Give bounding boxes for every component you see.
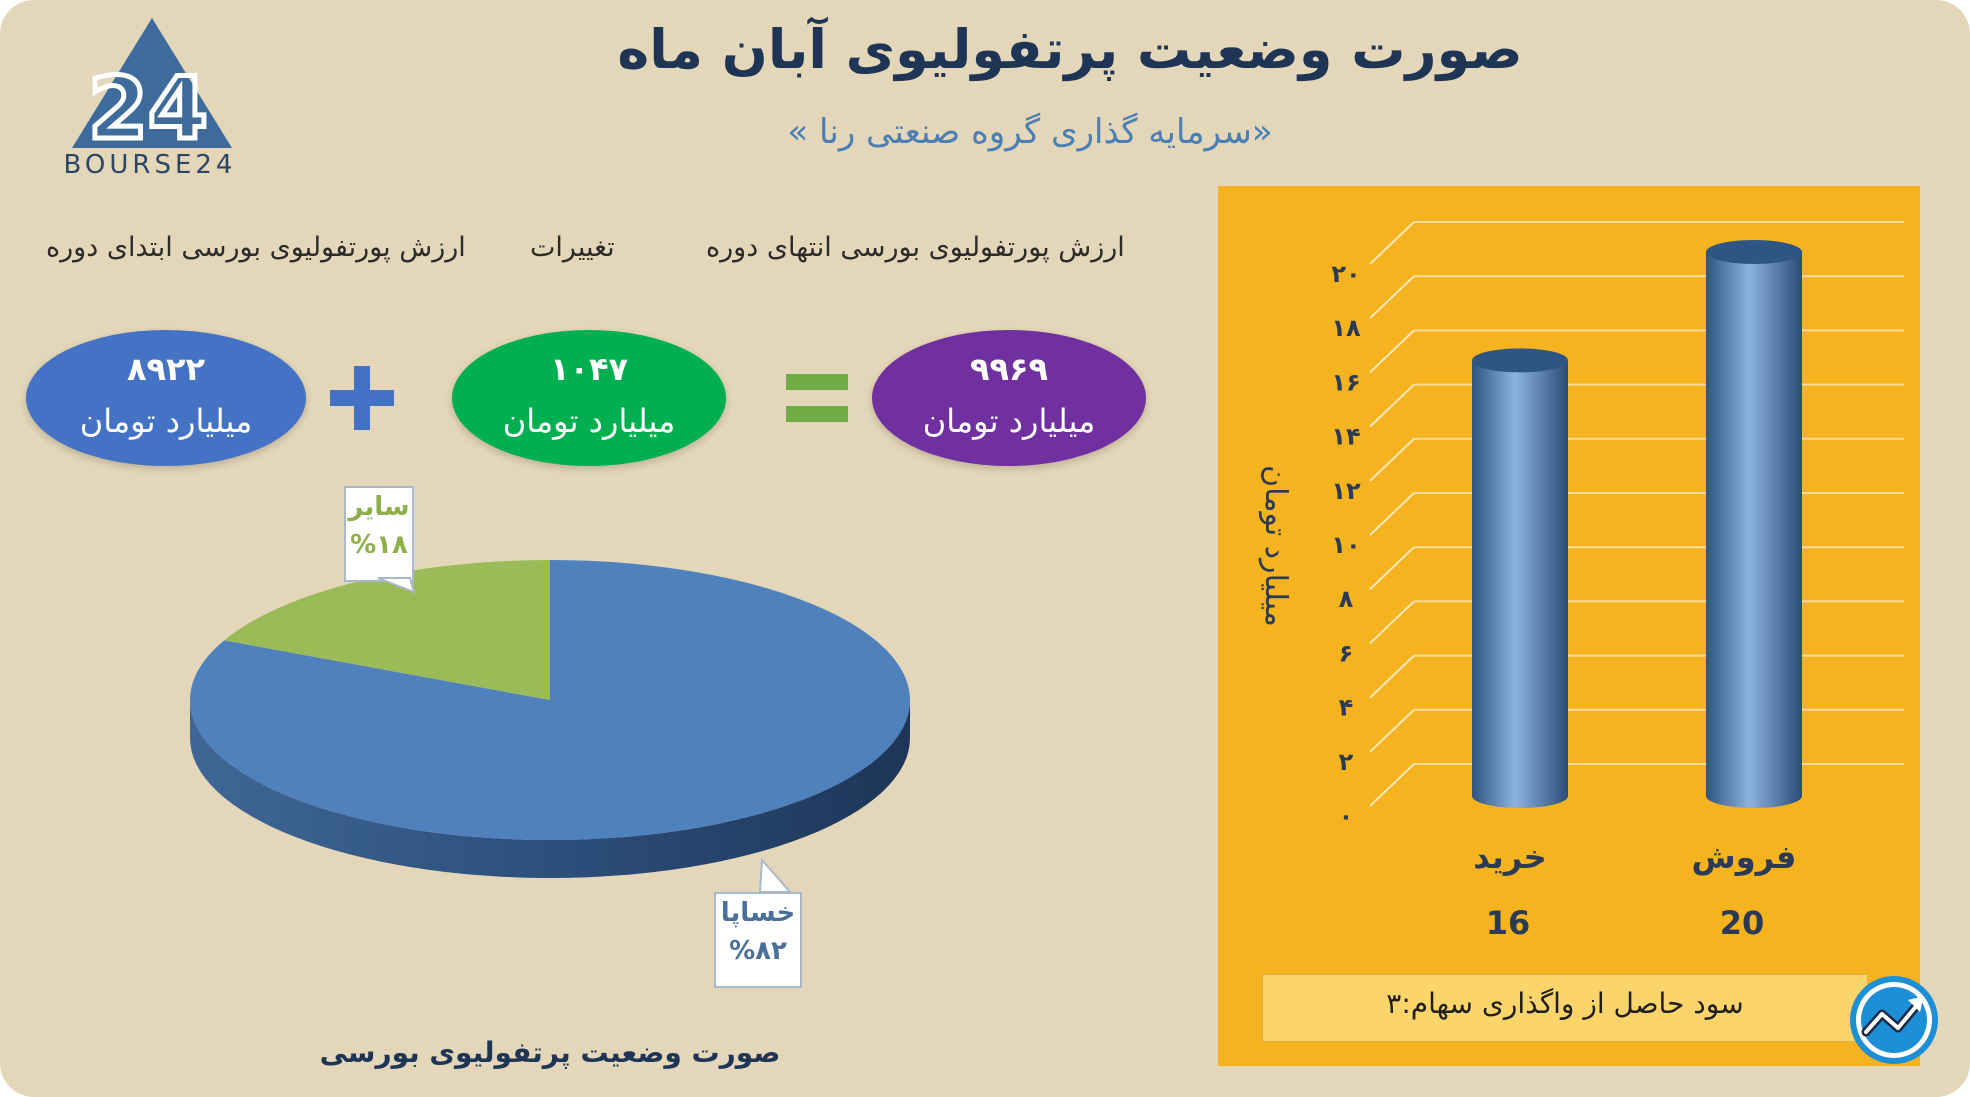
grid-diagonal xyxy=(1369,600,1415,645)
pie-chart-title: صورت وضعیت پرتفولیوی بورسی xyxy=(319,1036,781,1069)
y-tick-label: ۲ xyxy=(1339,748,1354,776)
changes-number: ۱۰۴۷ xyxy=(549,350,629,388)
pie-callout-other: سایر %۱۸ xyxy=(344,486,414,582)
y-axis-label: میلیارد تومان xyxy=(1258,465,1293,627)
pie-value-khsapa: %۸۲ xyxy=(729,936,787,966)
pie-label-khsapa: خساپا xyxy=(720,898,796,928)
header-end-value: ارزش پورتفولیوی بورسی انتهای دوره xyxy=(706,232,1125,263)
y-tick-label: ۱۰ xyxy=(1331,531,1360,559)
bar-top-1 xyxy=(1706,240,1802,264)
grid-diagonal xyxy=(1369,383,1415,428)
category-label-0: خرید xyxy=(1473,838,1546,876)
y-tick-label: ۶ xyxy=(1339,639,1354,667)
y-tick-label: ۱۲ xyxy=(1331,477,1361,505)
grid-diagonal xyxy=(1369,546,1415,590)
end-value-ellipse: ۹۹۶۹ میلیارد تومان xyxy=(872,330,1146,466)
header-changes: تغییرات xyxy=(530,232,615,263)
value-label-0: 16 xyxy=(1486,904,1531,942)
grid-diagonal xyxy=(1369,438,1415,482)
changes-ellipse: ۱۰۴۷ میلیارد تومان xyxy=(452,330,726,466)
svg-text:24: 24 xyxy=(88,59,208,159)
category-label-1: فروش xyxy=(1692,838,1797,876)
grid-diagonal xyxy=(1369,709,1415,753)
changes-unit: میلیارد تومان xyxy=(502,402,676,440)
start-value-ellipse: ۸۹۲۲ میلیارد تومان xyxy=(26,330,306,466)
y-tick-label: ۲۰ xyxy=(1331,260,1360,288)
profit-note-box: سود حاصل از واگذاری سهام:۳ xyxy=(1262,974,1868,1042)
y-tick-label: ۱۴ xyxy=(1331,423,1360,451)
portfolio-pie-chart xyxy=(190,560,910,878)
buy-sell-bar-chart: ۰ ۲ ۴ ۶ ۸ ۱۰ ۱۲ ۱۴ ۱۶ ۱۸ ۲۰ میلیارد تومان خرید 16 فروش… xyxy=(1258,221,1904,942)
grid-diagonal xyxy=(1369,763,1415,807)
page-title: صورت وضعیت پرتفولیوی آبان ماه xyxy=(617,18,1523,81)
start-value-number: ۸۹۲۲ xyxy=(126,350,206,388)
bar-top-0 xyxy=(1472,348,1568,373)
trend-arrow-icon xyxy=(1850,976,1938,1064)
plus-icon xyxy=(330,366,394,430)
y-tick-label: ۴ xyxy=(1339,694,1354,722)
y-tick-label: ۱۸ xyxy=(1331,314,1361,342)
bar-0 xyxy=(1472,360,1568,808)
grid-diagonal xyxy=(1369,654,1415,699)
bar-1 xyxy=(1706,252,1802,808)
bourse24-logo: 24 xyxy=(72,18,232,162)
pie-callout-khsapa: خساپا %۸۲ xyxy=(714,892,802,988)
end-value-number: ۹۹۶۹ xyxy=(969,350,1049,388)
end-value-unit: میلیارد تومان xyxy=(922,402,1096,440)
profit-note: سود حاصل از واگذاری سهام:۳ xyxy=(1386,987,1744,1020)
bar-chart-panel xyxy=(1218,186,1920,1066)
logo-text: BOURSE24 xyxy=(63,150,237,180)
pie-value-other: %۱۸ xyxy=(350,530,408,560)
grid-diagonal xyxy=(1369,492,1415,536)
pie-slice-1 xyxy=(224,560,550,700)
header-start-value: ارزش پورتفولیوی بورسی ابتدای دوره xyxy=(46,232,466,263)
pie-side xyxy=(190,700,910,878)
value-label-1: 20 xyxy=(1720,904,1765,942)
page-subtitle: «سرمایه گذاری گروه صنعتی رنا » xyxy=(787,112,1273,152)
grid-diagonal xyxy=(1369,275,1415,319)
pie-label-other: سایر xyxy=(348,492,410,522)
y-tick-label: ۱۶ xyxy=(1331,368,1360,396)
grid-diagonal xyxy=(1369,329,1415,374)
start-value-unit: میلیارد تومان xyxy=(79,402,253,440)
grid-diagonal xyxy=(1369,221,1415,265)
y-tick-label: ۸ xyxy=(1339,585,1354,613)
equals-icon xyxy=(786,374,848,422)
y-tick-label: ۰ xyxy=(1339,802,1354,830)
